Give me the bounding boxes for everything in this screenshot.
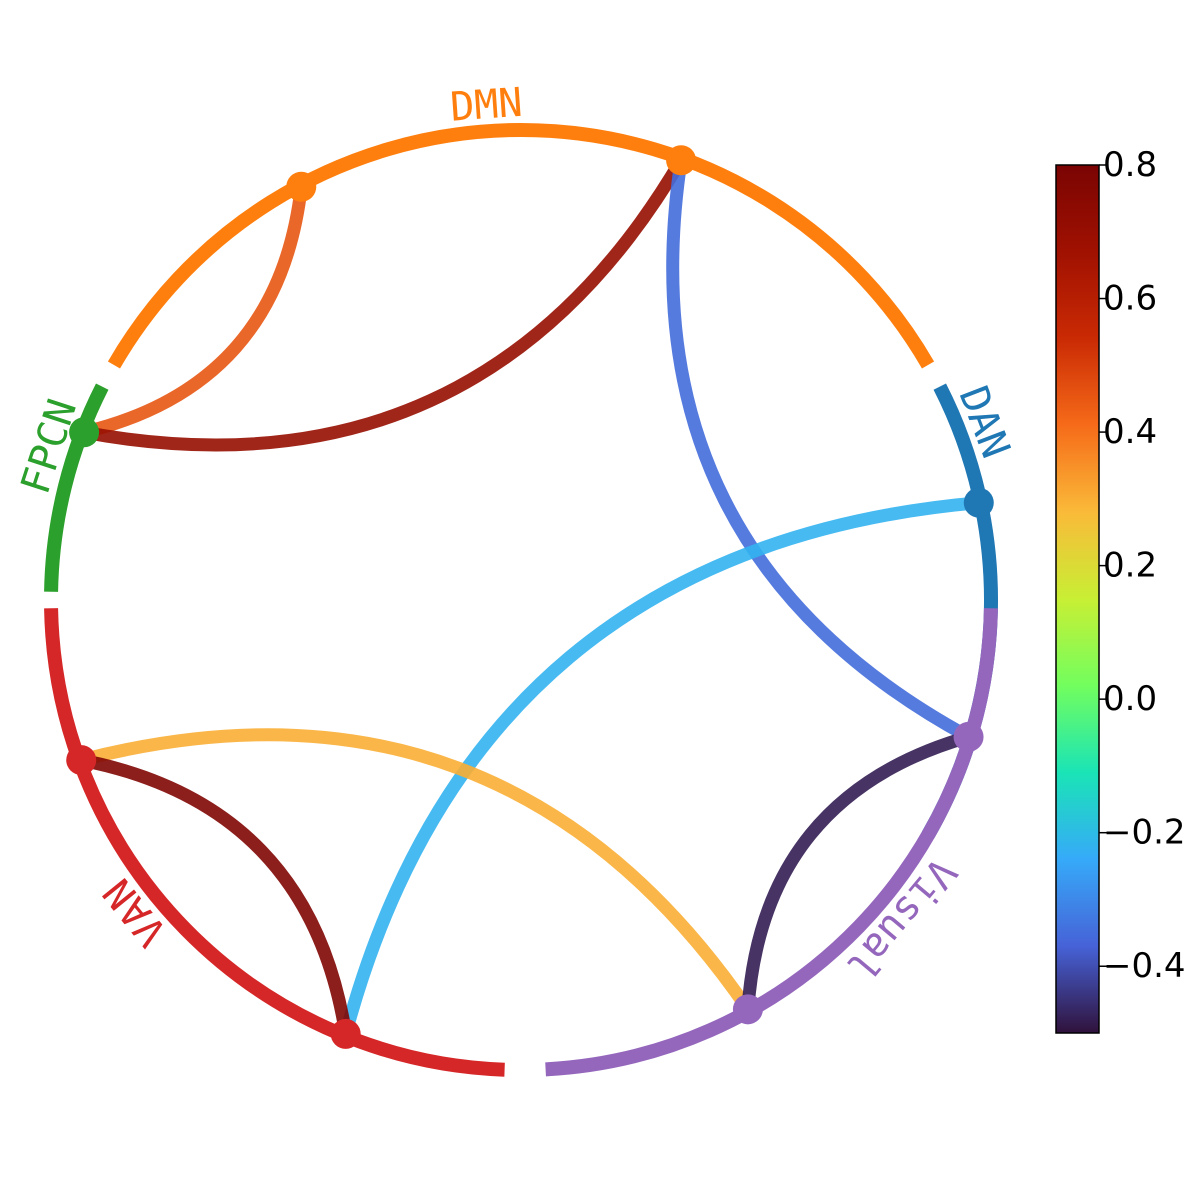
colorbar-tick-label: 0.8 (1103, 145, 1157, 185)
ring-segment-van (44, 608, 505, 1077)
connection-arc (79, 753, 353, 1035)
connection-arc (79, 728, 754, 1014)
node-dmn-a (286, 171, 317, 202)
colorbar-tick-label: −0.2 (1103, 813, 1186, 853)
connection-arc (666, 159, 972, 743)
connection-arcs (79, 156, 980, 1036)
node-vis-a (953, 721, 984, 752)
colorbar-tick-label: 0.4 (1103, 412, 1157, 452)
ring-segment-dmn (107, 123, 935, 369)
connection-arc (741, 730, 971, 1010)
node-dan-a (963, 487, 994, 518)
colorbar-tick-label: 0.6 (1103, 279, 1157, 319)
network-nodes (66, 145, 994, 1049)
ring-segment-fpcn (44, 383, 109, 592)
colorbar: 0.8 0.6 0.4 0.2 0.0 −0.2 −0.4 (1055, 145, 1186, 1034)
node-van-a (66, 745, 97, 776)
colorbar-tick-label: 0.0 (1103, 679, 1157, 719)
colorbar-gradient (1055, 164, 1100, 1034)
node-dmn-b (666, 145, 697, 176)
node-fpcn-a (69, 417, 100, 448)
connection-arc (82, 156, 687, 452)
node-van-b (330, 1018, 361, 1049)
connection-arc (339, 496, 980, 1036)
colorbar-tick-label: 0.2 (1103, 546, 1157, 586)
colorbar-tick-label: −0.4 (1103, 946, 1186, 986)
colorbar-ticks: 0.8 0.6 0.4 0.2 0.0 −0.2 −0.4 (1099, 145, 1186, 986)
ring-segment-visual (545, 608, 998, 1077)
network-label-dmn: DMN (449, 80, 524, 131)
network-ring (44, 123, 998, 1077)
node-vis-b (732, 994, 763, 1025)
network-label-van: VAN (95, 870, 176, 955)
connection-arc (82, 186, 308, 439)
